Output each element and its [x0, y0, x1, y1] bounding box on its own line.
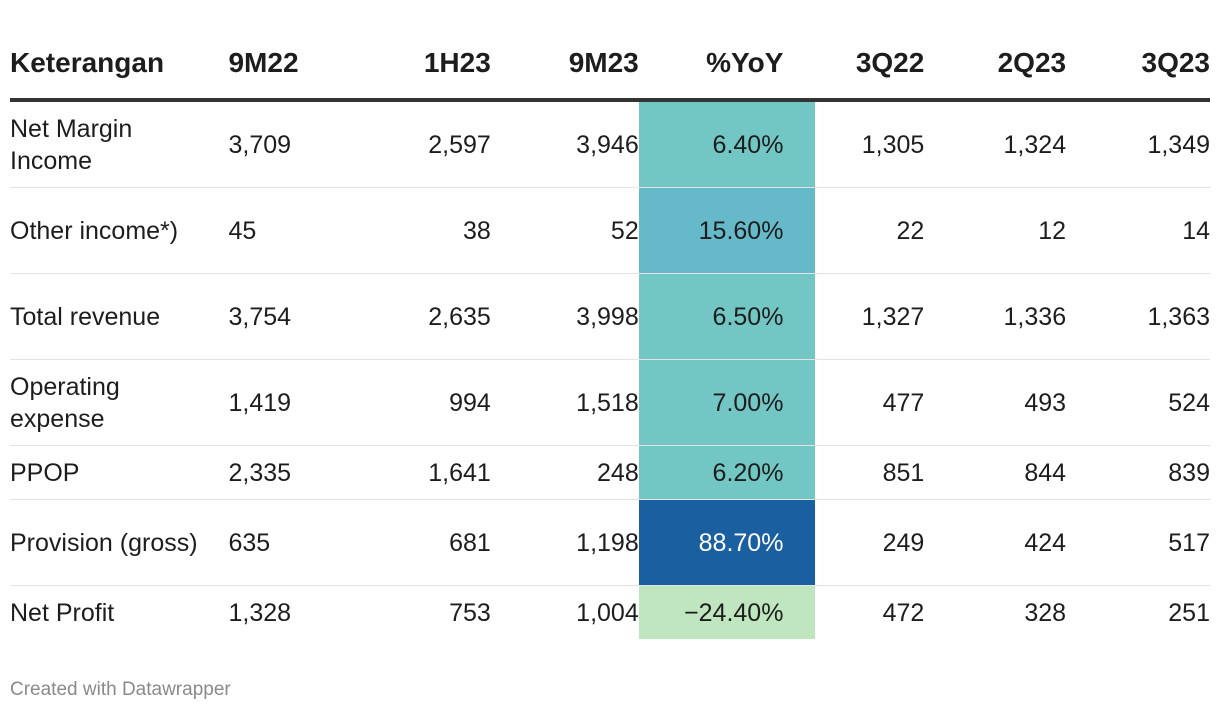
cell-yoy: 15.60%: [638, 187, 816, 274]
cell-3q22: 1,305: [815, 100, 925, 188]
header-2q23[interactable]: 2Q23: [924, 28, 1067, 102]
cell-3q22: 851: [815, 445, 925, 500]
cell-3q23: 517: [1066, 499, 1210, 586]
cell-2q23: 424: [924, 499, 1067, 586]
row-label: Provision (gross): [10, 499, 216, 586]
cell-1h23: 994: [307, 359, 491, 446]
cell-9m22: 1,328: [228, 598, 292, 627]
cell-3q23: 1,363: [1066, 273, 1210, 360]
table-row: Net Margin Income 3,709 2,597 3,946 6.40…: [10, 100, 1210, 188]
row-label: PPOP: [10, 445, 216, 500]
datawrapper-credit[interactable]: Created with Datawrapper: [10, 679, 231, 700]
cell-9m22: 635: [215, 499, 308, 586]
cell-yoy: 6.20%: [638, 445, 816, 500]
cell-1h23: 2,635: [307, 273, 491, 360]
header-9m22[interactable]: 9M22: [215, 28, 308, 102]
cell-3q22: 472: [882, 598, 925, 627]
table-row: Other income*) 45 38 52 15.60% 22 12 14: [10, 187, 1210, 274]
table-row: Operating expense 1,419 994 1,518 7.00% …: [10, 359, 1210, 446]
header-3q23[interactable]: 3Q23: [1066, 28, 1210, 102]
table-body: Net Margin Income 3,709 2,597 3,946 6.40…: [10, 100, 1210, 639]
cell-3q22: 249: [815, 499, 925, 586]
cell-3q22: 477: [815, 359, 925, 446]
cell-9m23: 248: [490, 445, 639, 500]
cell-9m23: 1,198: [490, 499, 639, 586]
cell-yoy: 7.00%: [638, 359, 816, 446]
data-table: Keterangan 9M22 1H23 9M23 %YoY 3Q22 2Q23…: [10, 28, 1210, 639]
cell-1h23: 753: [449, 598, 491, 627]
cell-3q22: 1,327: [815, 273, 925, 360]
cell-2q23: 12: [924, 187, 1067, 274]
cell-2q23: 493: [924, 359, 1067, 446]
cell-9m22: 3,709: [215, 100, 308, 188]
cell-2q23: 844: [924, 445, 1067, 500]
table-row: Net Profit 1,328 753 1,004 −24.40% 472 3…: [10, 585, 1210, 639]
cell-3q23: 251: [1168, 598, 1210, 627]
cell-9m22: 2,335: [215, 445, 308, 500]
cell-yoy: 6.40%: [638, 100, 816, 188]
cell-yoy: −24.40%: [638, 585, 816, 639]
cell-9m22: 3,754: [215, 273, 308, 360]
row-label: Net Margin Income: [10, 100, 216, 188]
cell-2q23: 1,324: [924, 100, 1067, 188]
header-9m23[interactable]: 9M23: [490, 28, 639, 102]
cell-3q23: 524: [1066, 359, 1210, 446]
row-label: Total revenue: [10, 273, 216, 360]
header-3q22[interactable]: 3Q22: [815, 28, 925, 102]
data-table-container: Keterangan 9M22 1H23 9M23 %YoY 3Q22 2Q23…: [10, 28, 1210, 639]
cell-3q23: 839: [1066, 445, 1210, 500]
table-header: Keterangan 9M22 1H23 9M23 %YoY 3Q22 2Q23…: [10, 28, 1210, 102]
cell-9m23: 1,004: [576, 598, 639, 627]
row-label: Net Profit: [10, 598, 115, 627]
header-yoy[interactable]: %YoY: [638, 28, 816, 102]
cell-1h23: 1,641: [307, 445, 491, 500]
cell-yoy: 88.70%: [638, 499, 816, 586]
cell-9m22: 1,419: [215, 359, 308, 446]
row-label: Other income*): [10, 187, 216, 274]
cell-9m22: 45: [215, 187, 308, 274]
cell-2q23: 328: [1024, 598, 1067, 627]
table-row: PPOP 2,335 1,641 248 6.20% 851 844 839: [10, 445, 1210, 500]
cell-3q23: 14: [1066, 187, 1210, 274]
cell-3q22: 22: [815, 187, 925, 274]
cell-3q23: 1,349: [1066, 100, 1210, 188]
cell-1h23: 681: [307, 499, 491, 586]
row-label: Operating expense: [10, 359, 216, 446]
cell-9m23: 52: [490, 187, 639, 274]
cell-1h23: 2,597: [307, 100, 491, 188]
cell-2q23: 1,336: [924, 273, 1067, 360]
cell-9m23: 1,518: [490, 359, 639, 446]
cell-yoy: 6.50%: [638, 273, 816, 360]
cell-1h23: 38: [307, 187, 491, 274]
cell-9m23: 3,998: [490, 273, 639, 360]
cell-9m23: 3,946: [490, 100, 639, 188]
table-row: Total revenue 3,754 2,635 3,998 6.50% 1,…: [10, 273, 1210, 360]
table-row: Provision (gross) 635 681 1,198 88.70% 2…: [10, 499, 1210, 586]
header-row: Keterangan 9M22 1H23 9M23 %YoY 3Q22 2Q23…: [10, 28, 1210, 102]
header-keterangan[interactable]: Keterangan: [10, 28, 216, 102]
header-1h23[interactable]: 1H23: [307, 28, 491, 102]
